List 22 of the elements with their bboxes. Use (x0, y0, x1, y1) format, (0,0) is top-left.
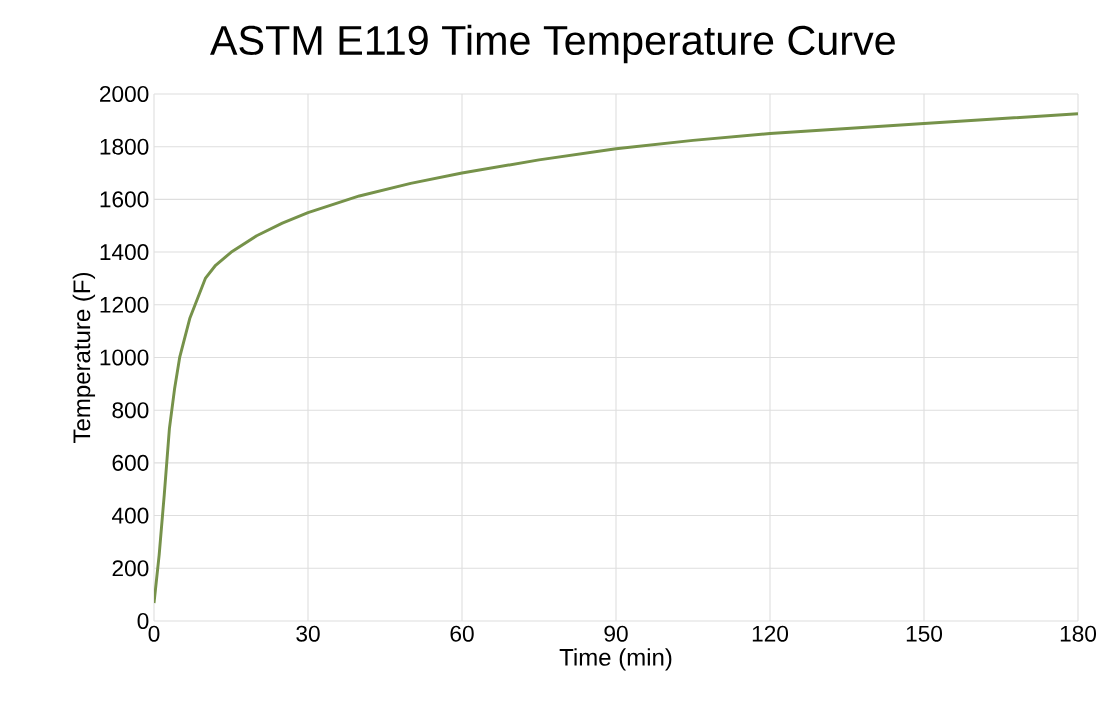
line-series (154, 112, 1078, 605)
chart-title: ASTM E119 Time Temperature Curve (210, 24, 895, 64)
y-tick-label: 200 (112, 560, 149, 577)
y-tick-label: 2000 (100, 85, 149, 103)
x-tick-label: 180 (1060, 625, 1097, 642)
y-tick-label: 1200 (100, 296, 149, 313)
y-tick-label: 1600 (100, 191, 149, 208)
x-tick-label: 150 (906, 625, 943, 642)
y-tick-label: 0 (137, 612, 149, 630)
y-tick-label: 400 (112, 507, 149, 524)
x-axis-title: Time (min) (559, 648, 672, 671)
y-axis-title: Temperature (F) (72, 272, 96, 443)
y-tick-label: 1800 (100, 138, 149, 155)
x-tick-label: 90 (604, 625, 628, 642)
x-tick-label: 120 (752, 625, 789, 642)
x-tick-label: 60 (450, 625, 474, 642)
y-tick-label: 800 (112, 402, 149, 419)
y-tick-label: 600 (112, 454, 149, 471)
x-tick-label: 0 (148, 625, 160, 642)
y-tick-label: 1400 (100, 244, 149, 261)
x-tick-label: 30 (296, 625, 320, 642)
y-tick-label: 1000 (100, 349, 149, 366)
